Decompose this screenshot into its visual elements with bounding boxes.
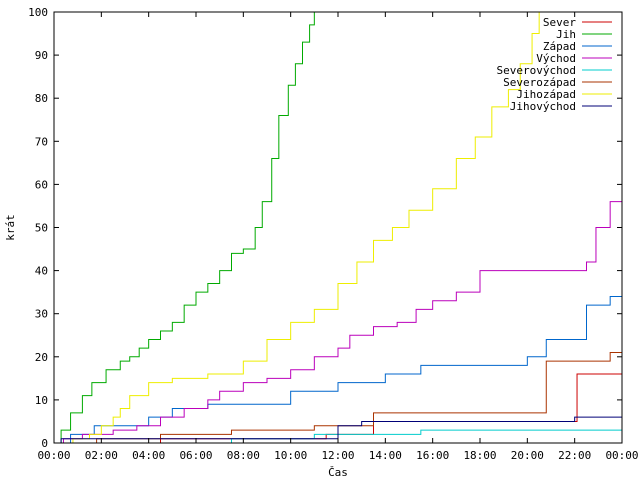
y-tick-label: 80 <box>35 92 48 105</box>
legend-label-jih: Jih <box>556 28 576 41</box>
x-tick-label: 10:00 <box>274 449 307 462</box>
series-line-zapad <box>54 295 622 444</box>
series-layer <box>54 12 622 444</box>
x-tick-label: 06:00 <box>179 449 212 462</box>
y-tick-label: 30 <box>35 308 48 321</box>
legend-label-zapad: Západ <box>543 40 576 53</box>
legend-label-sever: Sever <box>543 16 576 29</box>
legend: SeverJihZápadVýchodSeverovýchodSeverozáp… <box>497 16 612 113</box>
y-tick-label: 50 <box>35 222 48 235</box>
y-tick-label: 40 <box>35 265 48 278</box>
y-tick-label: 10 <box>35 394 48 407</box>
x-axis-title: Čas <box>328 466 348 479</box>
y-tick-label: 100 <box>28 6 48 19</box>
x-tick-label: 22:00 <box>558 449 591 462</box>
legend-label-vychod: Východ <box>536 52 576 65</box>
legend-label-jihozapad: Jihozápad <box>516 88 576 101</box>
y-tick-label: 60 <box>35 178 48 191</box>
series-line-vychod <box>54 201 622 444</box>
y-tick-label: 70 <box>35 135 48 148</box>
tick-layer: 00:00 02:00 04:00 06:00 08:00 10:00 12:00 14:00… <box>28 6 638 462</box>
y-tick-label: 20 <box>35 351 48 364</box>
x-tick-label: 18:00 <box>463 449 496 462</box>
x-tick-label: 00:00 <box>37 449 70 462</box>
y-tick-label: 90 <box>35 49 48 62</box>
x-tick-label: 12:00 <box>321 449 354 462</box>
series-line-jihovychod <box>54 416 622 444</box>
legend-label-jihovychod: Jihovýchod <box>510 100 576 113</box>
legend-label-severozapad: Severozápad <box>503 76 576 89</box>
x-tick-label: 20:00 <box>511 449 544 462</box>
x-tick-label: 08:00 <box>227 449 260 462</box>
y-tick-label: 0 <box>41 437 48 450</box>
series-line-severovychod <box>54 429 622 444</box>
x-tick-label: 02:00 <box>85 449 118 462</box>
y-axis-title: krát <box>4 214 17 241</box>
series-line-jih <box>54 12 315 444</box>
x-tick-label: 16:00 <box>416 449 449 462</box>
x-tick-label: 04:00 <box>132 449 165 462</box>
legend-label-severovychod: Severovýchod <box>497 64 576 77</box>
x-tick-label: 00:00 <box>605 449 638 462</box>
x-tick-label: 14:00 <box>369 449 402 462</box>
series-line-jihozapad <box>54 12 540 444</box>
